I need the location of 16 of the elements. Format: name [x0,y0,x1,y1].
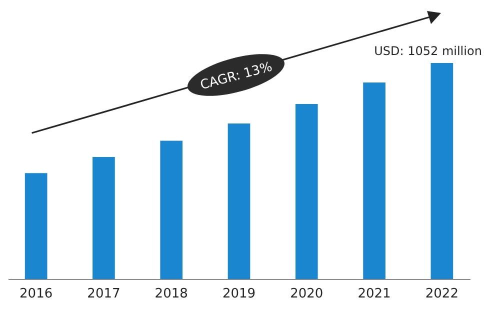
annotation: USD: 1052 million [374,44,482,58]
bar [295,104,318,279]
bar [228,123,250,279]
bar [430,63,454,279]
x-tick-label: 2020 [290,286,324,302]
bar [24,173,48,279]
x-tick-label: 2018 [154,286,188,302]
bar [92,156,115,279]
x-tick-label: 2016 [20,286,53,302]
x-tick-label: 2019 [222,286,256,302]
annotation: CAGR: 13% [198,60,274,94]
x-tick-label: 2021 [358,286,391,302]
x-tick-label: 2017 [87,286,120,302]
x-tick-label: 2022 [425,286,458,302]
bar [160,140,183,279]
bar [363,82,386,279]
